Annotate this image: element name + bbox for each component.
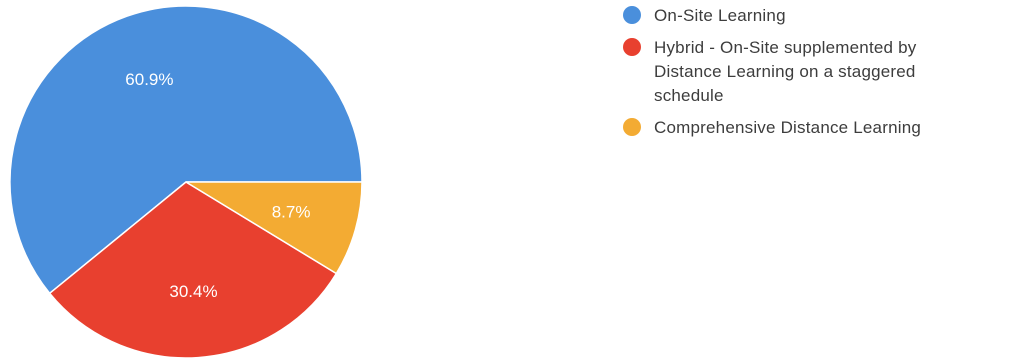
legend-label-0-line-0: On-Site Learning <box>654 6 786 25</box>
legend-swatch-1 <box>623 38 641 56</box>
legend-item-0: On-Site Learning <box>623 6 786 25</box>
slice-label-0: 60.9% <box>125 70 173 89</box>
pie-slice-2 <box>185 181 363 275</box>
pie-slice-labels: 60.9% 30.4% 8.7% <box>125 70 310 301</box>
legend-swatch-0 <box>623 6 641 24</box>
legend-label-2-line-0: Comprehensive Distance Learning <box>654 118 921 137</box>
slice-label-1: 30.4% <box>169 282 217 301</box>
legend-label-1-line-0: Hybrid - On-Site supplemented by <box>654 38 917 57</box>
pie-slices <box>9 5 363 359</box>
pie-slice-1 <box>48 181 338 359</box>
pie-slice-0 <box>9 5 363 295</box>
legend-item-2: Comprehensive Distance Learning <box>623 118 921 137</box>
slice-label-2: 8.7% <box>272 203 311 222</box>
legend-item-1: Hybrid - On-Site supplemented by Distance… <box>623 38 917 105</box>
legend-label-1-line-2: schedule <box>654 86 724 105</box>
legend-label-1-line-1: Distance Learning on a staggered <box>654 62 916 81</box>
legend: On-Site Learning Hybrid - On-Site supplem… <box>623 6 921 137</box>
legend-swatch-2 <box>623 118 641 136</box>
